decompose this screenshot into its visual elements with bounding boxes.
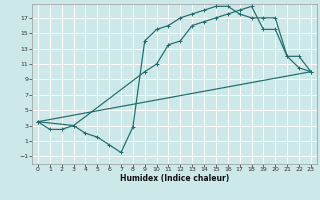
X-axis label: Humidex (Indice chaleur): Humidex (Indice chaleur) xyxy=(120,174,229,183)
